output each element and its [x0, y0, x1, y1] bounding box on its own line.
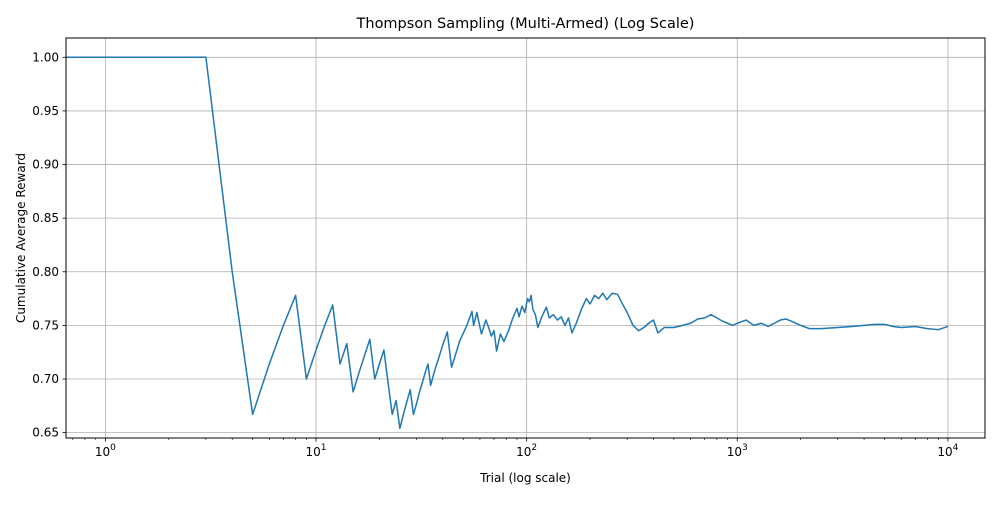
x-tick-label: 104 — [937, 443, 958, 459]
x-tick-label: 103 — [727, 443, 748, 459]
x-tick-label: 102 — [516, 443, 537, 459]
y-tick-label: 0.75 — [32, 318, 59, 332]
y-axis-ticks: 0.65 0.70 0.75 0.80 0.85 0.90 0.95 1.00 — [32, 50, 66, 440]
y-tick-label: 0.95 — [32, 104, 59, 118]
x-tick-label: 101 — [306, 443, 327, 459]
plot-frame — [65, 37, 986, 439]
y-tick-label: 0.65 — [32, 426, 59, 440]
x-axis-label: Trial (log scale) — [479, 471, 571, 485]
y-tick-label: 0.70 — [32, 372, 59, 386]
y-tick-label: 1.00 — [32, 50, 59, 64]
y-axis-label: Cumulative Average Reward — [14, 153, 28, 323]
y-tick-label: 0.85 — [32, 211, 59, 225]
chart-title: Thompson Sampling (Multi-Armed) (Log Sca… — [356, 16, 695, 32]
plot-area — [66, 56, 949, 430]
y-tick-label: 0.80 — [32, 265, 59, 279]
y-tick-label: 0.90 — [32, 158, 59, 172]
x-tick-label: 100 — [95, 443, 116, 459]
x-axis-ticks: 100 101 102 103 104 — [72, 438, 959, 459]
series-line — [66, 56, 949, 430]
grid-lines — [66, 38, 985, 438]
